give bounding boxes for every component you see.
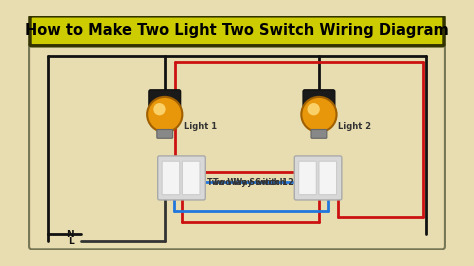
Text: N: N	[66, 230, 74, 239]
Text: Light 1: Light 1	[184, 122, 217, 131]
FancyBboxPatch shape	[162, 161, 180, 195]
FancyBboxPatch shape	[182, 161, 200, 195]
Circle shape	[153, 103, 165, 115]
FancyBboxPatch shape	[311, 130, 327, 138]
FancyBboxPatch shape	[149, 90, 181, 107]
Circle shape	[301, 97, 337, 132]
Circle shape	[308, 103, 320, 115]
FancyBboxPatch shape	[157, 130, 173, 138]
FancyBboxPatch shape	[30, 16, 444, 46]
Text: Two Way Switch 2: Two Way Switch 2	[213, 178, 294, 187]
FancyBboxPatch shape	[294, 156, 342, 200]
FancyBboxPatch shape	[299, 161, 316, 195]
Text: L: L	[68, 237, 74, 246]
Text: Two Way Switch 1: Two Way Switch 1	[207, 178, 288, 187]
Circle shape	[147, 97, 182, 132]
FancyBboxPatch shape	[303, 90, 335, 107]
FancyBboxPatch shape	[158, 156, 205, 200]
Text: How to Make Two Light Two Switch Wiring Diagram: How to Make Two Light Two Switch Wiring …	[25, 23, 449, 38]
Text: Light 2: Light 2	[338, 122, 372, 131]
FancyBboxPatch shape	[319, 161, 337, 195]
FancyBboxPatch shape	[29, 43, 445, 249]
